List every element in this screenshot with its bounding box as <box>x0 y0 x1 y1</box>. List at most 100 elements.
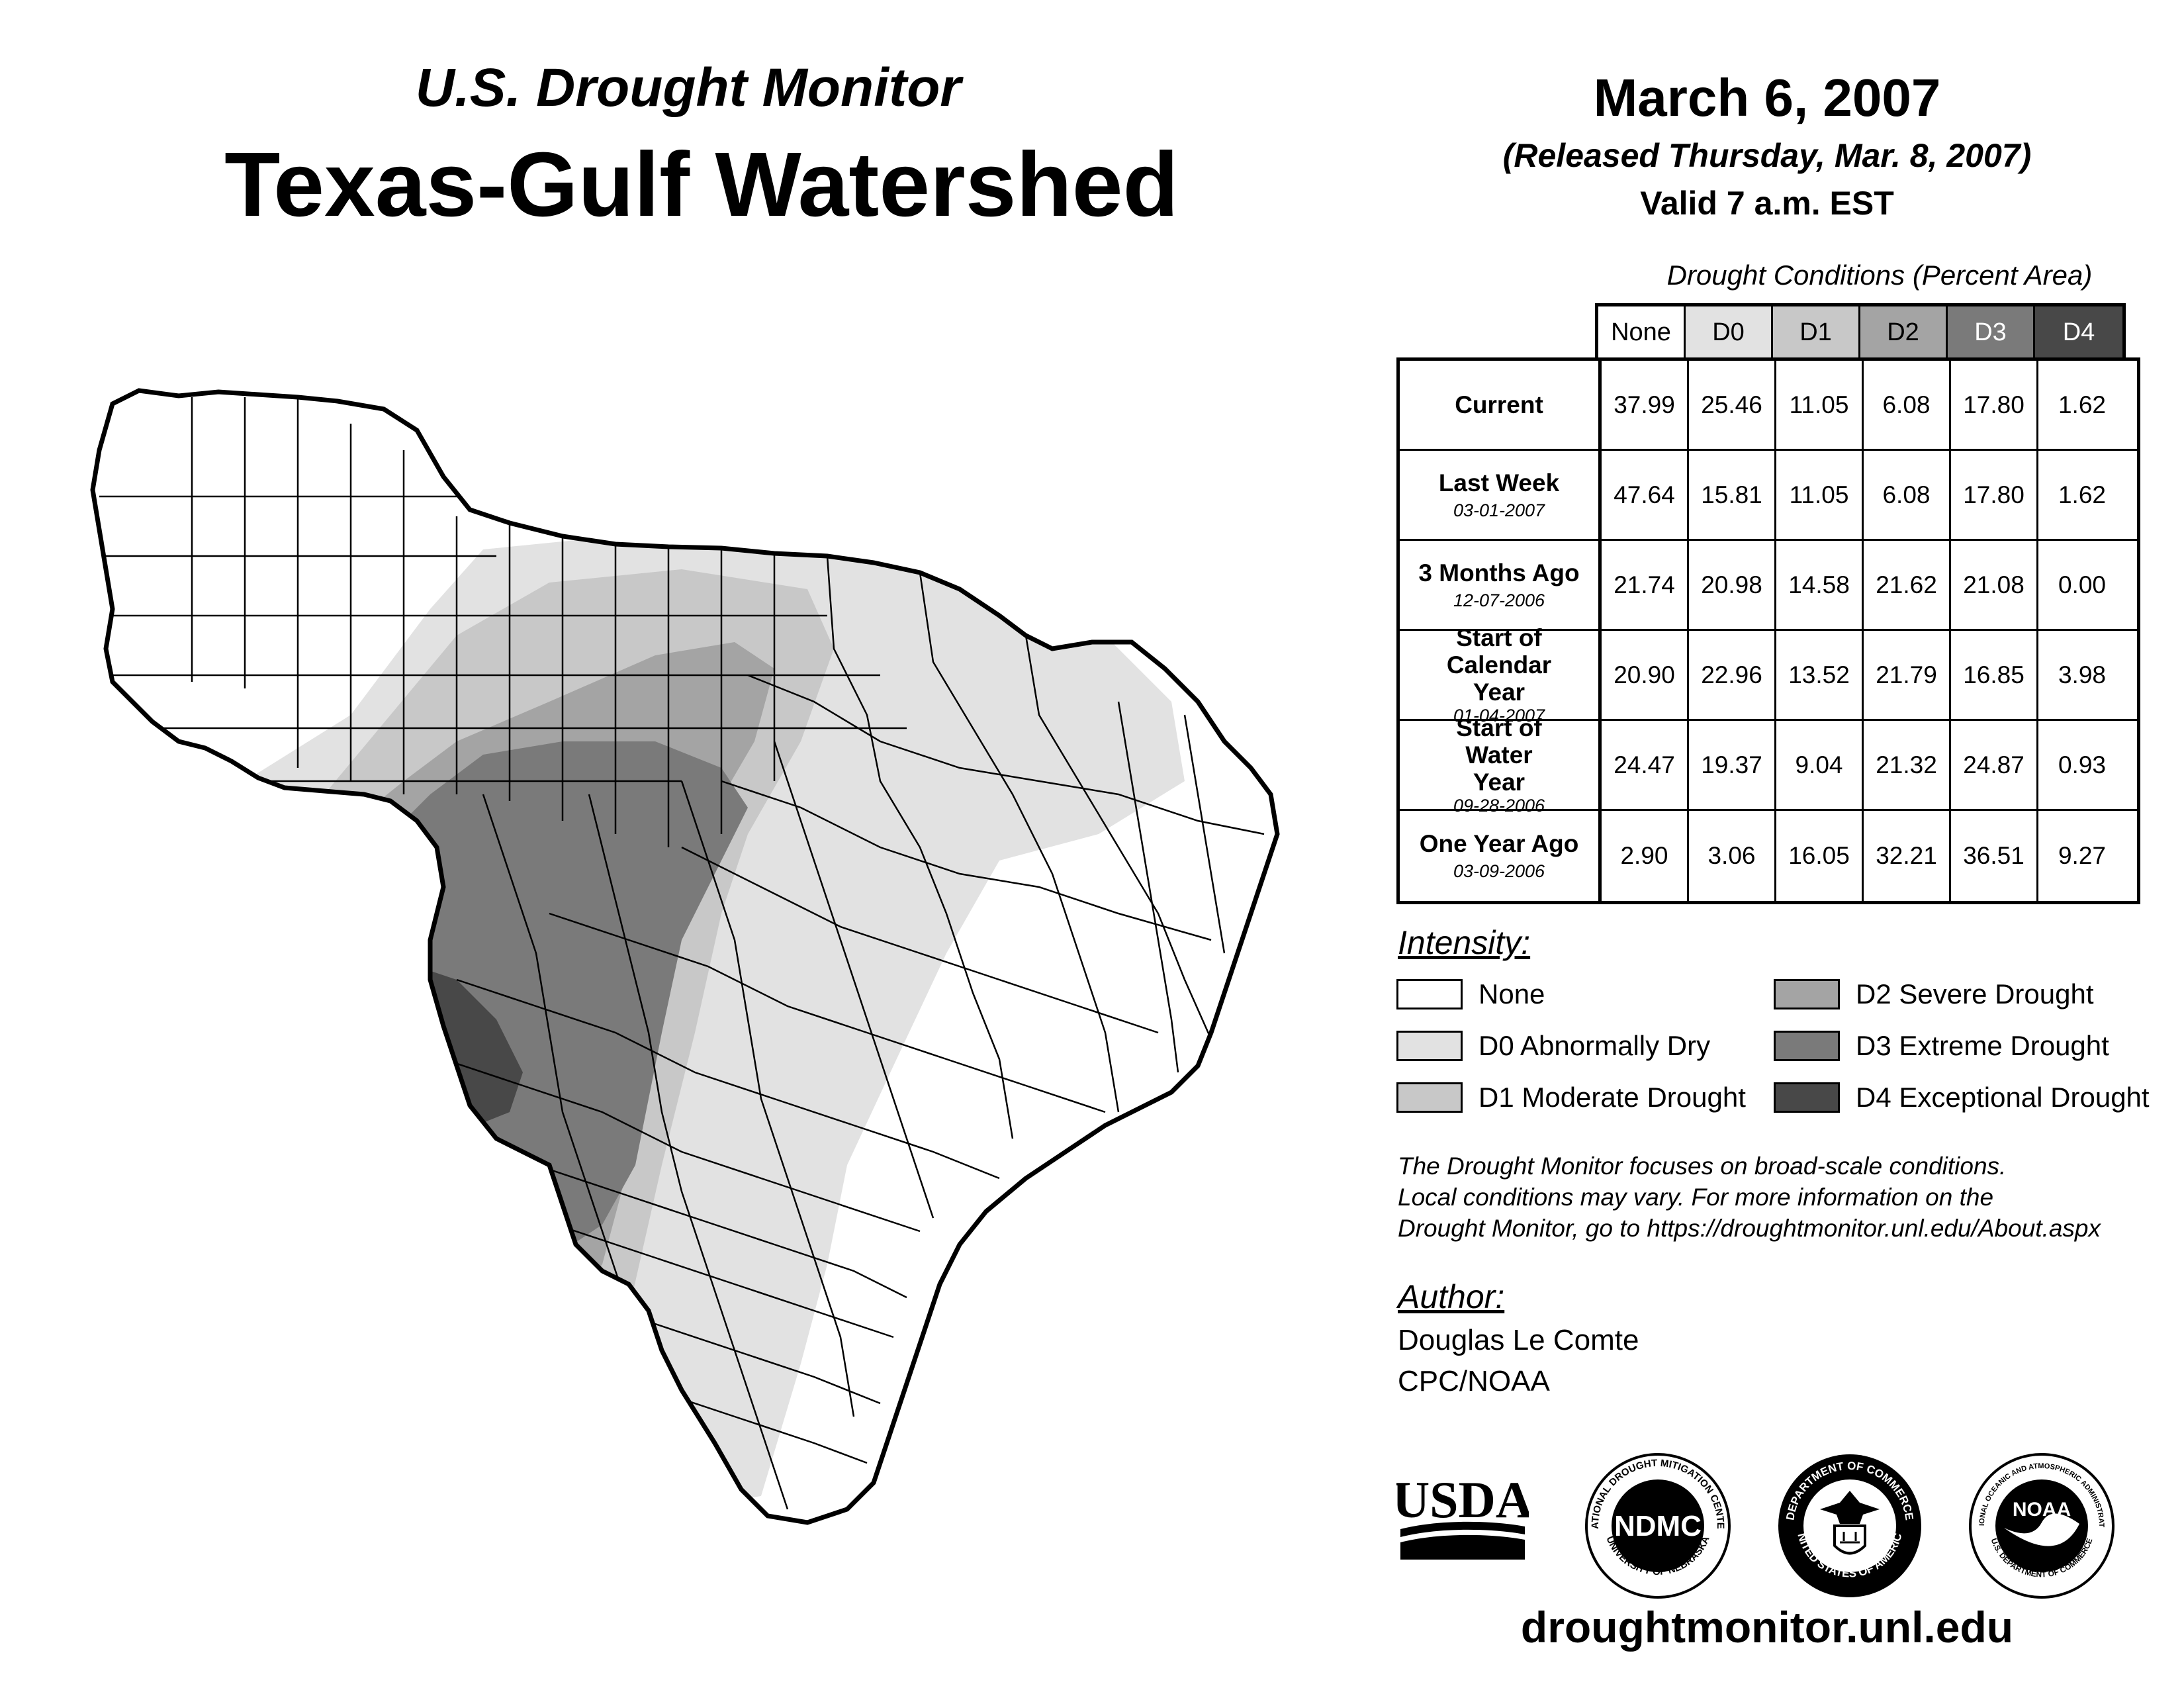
row-label: Last Week <box>1438 469 1560 496</box>
ndmc-logo-text: NDMC <box>1614 1510 1702 1542</box>
cell-d2: 6.08 <box>1864 451 1951 539</box>
header-none: None <box>1598 306 1686 358</box>
cell-d4: 1.62 <box>2058 391 2106 418</box>
cell-d3: 17.80 <box>1951 451 2038 539</box>
cell-d3: 36.51 <box>1951 811 2038 901</box>
usda-logo: USDA <box>1396 1471 1529 1560</box>
ndmc-logo: NATIONAL DROUGHT MITIGATION CENTER UNIVE… <box>1582 1450 1731 1599</box>
cell-none: 2.90 <box>1602 811 1689 901</box>
cell-d3: 21.08 <box>1951 541 2038 629</box>
cell-none: 37.99 <box>1602 361 1689 449</box>
row-label: One Year Ago <box>1419 830 1579 857</box>
cell-d1: 14.58 <box>1776 541 1864 629</box>
table-row-current: Current 37.99 25.46 11.05 6.08 17.80 1.6… <box>1400 361 2137 451</box>
table-row-start-of-water-year: Start of Water Year 09-28-2006 24.47 19.… <box>1400 714 2137 816</box>
cell-d3: 17.80 <box>1951 361 2038 449</box>
table-header-row: None D0 D1 D2 D3 D4 <box>1595 303 2126 358</box>
legend-swatch <box>1774 1031 1840 1061</box>
legend-title: Intensity: <box>1398 924 1531 961</box>
header-d0: D0 <box>1686 306 1773 358</box>
map-subtitle: U.S. Drought Monitor <box>415 58 962 118</box>
legend-label: D2 Severe Drought <box>1856 978 2094 1009</box>
noaa-logo-text: NOAA <box>2013 1499 2071 1521</box>
header-d1: D1 <box>1773 306 1860 358</box>
website-link[interactable]: droughtmonitor.unl.edu <box>1520 1603 2014 1652</box>
watershed-outline <box>90 388 1280 1525</box>
legend-swatch <box>1396 1082 1463 1113</box>
cell-d2: 21.32 <box>1864 721 1951 809</box>
legend-item-d2: D2 Severe Drought <box>1774 978 2094 1010</box>
table-row-start-of-calendar-year: Start of Calendar Year 01-04-2007 20.90 … <box>1400 624 2137 726</box>
legend-item-d4: D4 Exceptional Drought <box>1774 1082 2150 1113</box>
row-label: Start of Water Year <box>1456 714 1542 796</box>
legend-label: D4 Exceptional Drought <box>1856 1082 2150 1113</box>
header-d3: D3 <box>1948 306 2035 358</box>
legend-swatch <box>1774 1082 1840 1113</box>
shield-icon <box>1833 1524 1866 1555</box>
legend-swatch <box>1396 1031 1463 1061</box>
cell-none: 20.90 <box>1602 631 1689 719</box>
cell-none: 47.64 <box>1602 451 1689 539</box>
legend-swatch <box>1396 979 1463 1009</box>
row-date: 09-28-2006 <box>1453 795 1545 816</box>
disclaimer-note: The Drought Monitor focuses on broad-sca… <box>1398 1150 2159 1244</box>
cell-d1: 16.05 <box>1776 811 1864 901</box>
header-d2: D2 <box>1860 306 1948 358</box>
d3-area <box>351 741 748 1251</box>
cell-d1: 11.05 <box>1776 451 1864 539</box>
row-label: 3 Months Ago <box>1418 559 1580 586</box>
cell-d0: 19.37 <box>1689 721 1776 809</box>
cell-d4: 9.27 <box>2058 842 2106 869</box>
legend-label: D3 Extreme Drought <box>1856 1030 2109 1061</box>
row-date: 03-09-2006 <box>1453 861 1545 881</box>
note-line: Drought Monitor, go to https://droughtmo… <box>1398 1215 2101 1242</box>
cell-d0: 15.81 <box>1689 451 1776 539</box>
cell-d0: 22.96 <box>1689 631 1776 719</box>
cell-d4: 3.98 <box>2058 661 2106 688</box>
cell-d3: 24.87 <box>1951 721 2038 809</box>
table-row-last-week: Last Week 03-01-2007 47.64 15.81 11.05 6… <box>1400 451 2137 541</box>
cell-d4: 0.00 <box>2058 571 2106 598</box>
table-row-one-year-ago: One Year Ago 03-09-2006 2.90 3.06 16.05 … <box>1400 811 2137 901</box>
legend-item-d3: D3 Extreme Drought <box>1774 1030 2109 1062</box>
legend-swatch <box>1774 979 1840 1009</box>
drought-conditions-table: Current 37.99 25.46 11.05 6.08 17.80 1.6… <box>1396 357 2140 904</box>
cell-d0: 3.06 <box>1689 811 1776 901</box>
noaa-bird-icon <box>2004 1513 2079 1546</box>
header-d4: D4 <box>2035 306 2122 358</box>
eagle-icon <box>1820 1491 1880 1524</box>
noaa-logo: NATIONAL OCEANIC AND ATMOSPHERIC ADMINIS… <box>1966 1450 2115 1599</box>
cell-none: 24.47 <box>1602 721 1689 809</box>
table-caption: Drought Conditions (Percent Area) <box>1666 259 2093 291</box>
row-label: Start of Calendar Year <box>1446 624 1552 706</box>
cell-none: 21.74 <box>1602 541 1689 629</box>
legend-item-d0: D0 Abnormally Dry <box>1396 1030 1710 1062</box>
legend-label: D1 Moderate Drought <box>1479 1082 1746 1113</box>
author-heading: Author: <box>1398 1278 1505 1315</box>
row-label: Current <box>1455 391 1543 418</box>
map-date: March 6, 2007 <box>1593 68 1941 127</box>
map-title: Texas-Gulf Watershed <box>224 134 1179 236</box>
cell-d2: 21.79 <box>1864 631 1951 719</box>
row-date: 01-04-2007 <box>1453 705 1545 726</box>
cell-d0: 25.46 <box>1689 361 1776 449</box>
legend-label: D0 Abnormally Dry <box>1479 1030 1711 1061</box>
note-line: The Drought Monitor focuses on broad-sca… <box>1398 1152 2007 1180</box>
watershed-map <box>90 388 1280 1525</box>
usda-logo-text: USDA <box>1396 1471 1529 1528</box>
cell-d3: 16.85 <box>1951 631 2038 719</box>
row-date: 12-07-2006 <box>1453 590 1545 610</box>
legend-label: None <box>1479 978 1545 1009</box>
note-line: Local conditions may vary. For more info… <box>1398 1184 1994 1211</box>
legend-item-none: None <box>1396 978 1545 1010</box>
cell-d2: 6.08 <box>1864 361 1951 449</box>
cell-d4: 1.62 <box>2058 481 2106 508</box>
cell-d1: 9.04 <box>1776 721 1864 809</box>
cell-d4: 0.93 <box>2058 751 2106 778</box>
cell-d2: 32.21 <box>1864 811 1951 901</box>
cell-d0: 20.98 <box>1689 541 1776 629</box>
release-date: (Released Thursday, Mar. 8, 2007) <box>1502 137 2032 174</box>
cell-d1: 11.05 <box>1776 361 1864 449</box>
table-row-3-months-ago: 3 Months Ago 12-07-2006 21.74 20.98 14.5… <box>1400 541 2137 631</box>
cell-d2: 21.62 <box>1864 541 1951 629</box>
